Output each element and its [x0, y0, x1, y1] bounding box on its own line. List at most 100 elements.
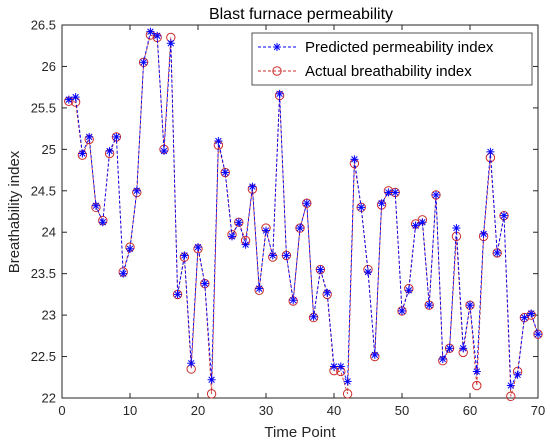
actual-point — [465, 300, 475, 310]
y-tick-label: 22 — [42, 391, 56, 406]
predicted-point — [370, 350, 379, 359]
predicted-point — [153, 31, 162, 40]
y-tick-label: 26 — [42, 59, 56, 74]
predicted-point — [479, 229, 488, 238]
x-axis: 0 10 20 30 40 50 60 70 — [58, 25, 545, 418]
predicted-point — [105, 146, 114, 155]
predicted-point — [64, 95, 73, 104]
legend-entry: Actual breathability index — [258, 63, 472, 80]
predicted-point — [132, 186, 141, 195]
x-tick-label: 40 — [327, 403, 341, 418]
y-axis-label: Breathability index — [6, 150, 23, 273]
legend-marker — [273, 43, 281, 51]
predicted-point — [425, 301, 434, 310]
predicted-point — [173, 290, 182, 299]
y-tick-label: 25.5 — [31, 100, 56, 115]
predicted-point — [160, 146, 168, 155]
predicted-point — [411, 221, 420, 230]
series-layer — [64, 27, 543, 402]
actual-point — [472, 380, 482, 391]
x-tick-label: 30 — [259, 403, 273, 418]
predicted-point — [316, 265, 325, 274]
predicted-point — [493, 248, 502, 257]
predicted-point — [241, 240, 250, 249]
y-tick-label: 26.5 — [31, 18, 56, 33]
predicted-point — [119, 269, 128, 278]
predicted-point — [255, 284, 264, 293]
predicted-point — [71, 93, 80, 102]
actual-point — [444, 343, 455, 353]
plot-area — [61, 24, 539, 399]
actual-point — [519, 312, 530, 323]
predicted-point — [364, 268, 372, 277]
legend-box — [251, 32, 533, 86]
predicted-point — [78, 149, 87, 158]
actual-point — [315, 264, 326, 275]
x-tick-label: 60 — [463, 403, 477, 418]
chart-title: Blast furnace permeability — [209, 6, 393, 23]
predicted-point — [459, 344, 468, 353]
predicted-point — [309, 312, 318, 321]
x-tick-label: 50 — [395, 403, 409, 418]
predicted-point — [472, 367, 481, 376]
legend-label: Predicted permeability index — [305, 39, 494, 56]
predicted-point — [214, 137, 223, 146]
actual-point — [295, 223, 305, 233]
predicted-point — [330, 362, 338, 371]
predicted-line — [68, 30, 539, 388]
predicted-point — [506, 381, 515, 390]
actual-point — [206, 389, 217, 399]
predicted-point — [262, 226, 270, 235]
actual-point — [506, 391, 516, 402]
actual-point — [342, 389, 353, 399]
predicted-point — [92, 201, 100, 210]
legend-label: Actual breathability index — [305, 63, 472, 80]
y-tick-label: 25 — [42, 142, 56, 157]
predicted-point — [282, 251, 291, 260]
predicted-point — [336, 362, 345, 371]
predicted-point — [221, 168, 230, 177]
legend-entry: Predicted permeability index — [258, 39, 494, 56]
x-tick-label: 10 — [123, 403, 137, 418]
predicted-point — [166, 39, 175, 48]
predicted-point — [384, 188, 393, 197]
predicted-point — [438, 355, 447, 364]
series-predicted — [64, 27, 542, 390]
y-tick-label: 22.5 — [31, 349, 56, 364]
predicted-point — [268, 251, 277, 260]
actual-point — [234, 217, 244, 227]
predicted-point — [275, 89, 284, 98]
y-tick-label: 23 — [42, 308, 56, 323]
x-tick-label: 0 — [58, 403, 65, 418]
predicted-point — [343, 377, 352, 386]
actual-point — [533, 329, 543, 339]
predicted-point — [302, 199, 311, 208]
predicted-point — [98, 218, 107, 227]
predicted-point — [445, 344, 454, 353]
predicted-point — [296, 224, 304, 233]
x-tick-label: 70 — [531, 403, 545, 418]
predicted-point — [500, 211, 508, 220]
predicted-point — [146, 27, 155, 36]
predicted-point — [418, 218, 427, 227]
predicted-point — [289, 296, 298, 305]
predicted-point — [486, 147, 495, 156]
legend-marker — [272, 66, 282, 76]
predicted-point — [513, 370, 522, 379]
y-axis: 22 22.5 23 23.5 24 24.5 25 25.5 26 26.5 — [31, 18, 538, 406]
predicted-point — [357, 203, 366, 212]
predicted-point — [323, 288, 332, 297]
predicted-point — [228, 232, 236, 241]
actual-point — [492, 248, 502, 258]
predicted-point — [85, 132, 94, 141]
y-tick-label: 24 — [42, 225, 56, 240]
predicted-point — [200, 279, 209, 288]
predicted-point — [391, 188, 400, 197]
x-axis-label: Time Point — [264, 424, 336, 441]
predicted-point — [234, 218, 243, 227]
predicted-point — [520, 313, 529, 322]
predicted-point — [527, 309, 536, 318]
predicted-point — [377, 199, 386, 208]
predicted-point — [350, 155, 359, 164]
